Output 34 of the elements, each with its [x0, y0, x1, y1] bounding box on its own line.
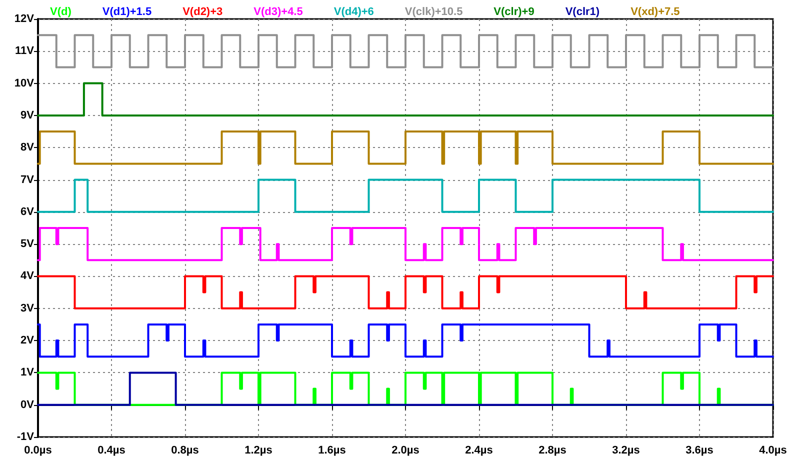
x-tick-label: 1.2µs	[244, 444, 272, 456]
y-tick-label: 6V	[20, 206, 35, 218]
x-tick-label: 3.2µs	[612, 444, 640, 456]
text: V(d2)+3	[182, 6, 223, 18]
y-tick-label: 12V	[14, 13, 35, 25]
x-tick-label: 4.0µs	[759, 444, 787, 456]
x-tick-label: 0.0µs	[24, 444, 52, 456]
y-tick-label: 1V	[20, 366, 35, 379]
y-tick-label: 9V	[20, 109, 35, 122]
text: V(d1)+1.5	[102, 6, 152, 18]
x-tick-label: 2.4µs	[465, 444, 493, 456]
x-tick-label: 0.4µs	[98, 444, 126, 456]
series-label: V(clk)+10.5	[404, 6, 463, 18]
x-tick-label: 2.0µs	[392, 444, 420, 456]
y-tick-label: 0V	[20, 398, 35, 411]
y-tick-label: 10V	[14, 77, 35, 90]
x-tick-label: 3.6µs	[686, 444, 714, 456]
text: V(clr)+9	[494, 6, 534, 18]
y-tick-label: 3V	[20, 302, 35, 314]
text: V(d4)+6	[334, 6, 374, 18]
x-tick-label: 0.8µs	[171, 444, 199, 456]
text: V(d3)+4.5	[254, 6, 303, 18]
y-tick-label: 7V	[20, 174, 35, 186]
text: V(xd)+7.5	[630, 6, 680, 18]
text: V(d)	[50, 6, 72, 18]
y-tick-label: 5V	[20, 238, 35, 250]
x-tick-label: 1.6µs	[318, 444, 346, 456]
y-tick-label: 11V	[15, 45, 35, 58]
y-tick-label: 2V	[20, 334, 35, 347]
x-tick-label: 2.8µs	[538, 444, 566, 456]
y-tick-label: -1V	[16, 431, 35, 443]
y-tick-label: 4V	[20, 270, 35, 282]
y-tick-label: 8V	[20, 142, 35, 154]
text: V(clr1)	[565, 6, 600, 18]
